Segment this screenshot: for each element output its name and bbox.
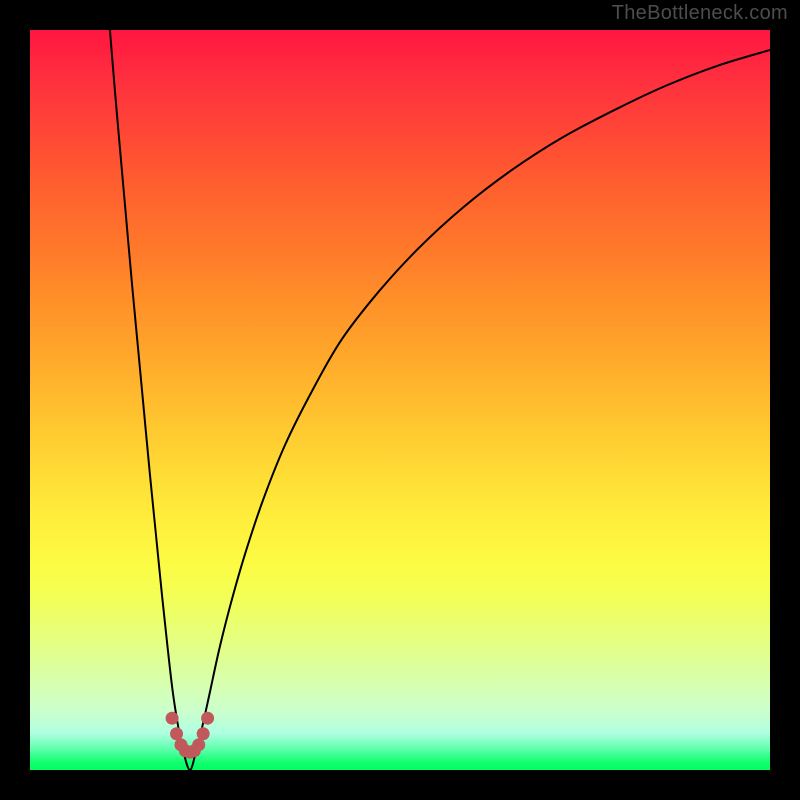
sampled-dot (197, 727, 210, 740)
sampled-dot (192, 738, 205, 751)
sampled-dot (201, 712, 214, 725)
plot-area (30, 30, 770, 770)
sampled-dots-svg (30, 30, 770, 770)
sampled-dots-group (166, 712, 215, 759)
sampled-dot (170, 727, 183, 740)
watermark-text: TheBottleneck.com (612, 2, 788, 25)
sampled-dot (166, 712, 179, 725)
